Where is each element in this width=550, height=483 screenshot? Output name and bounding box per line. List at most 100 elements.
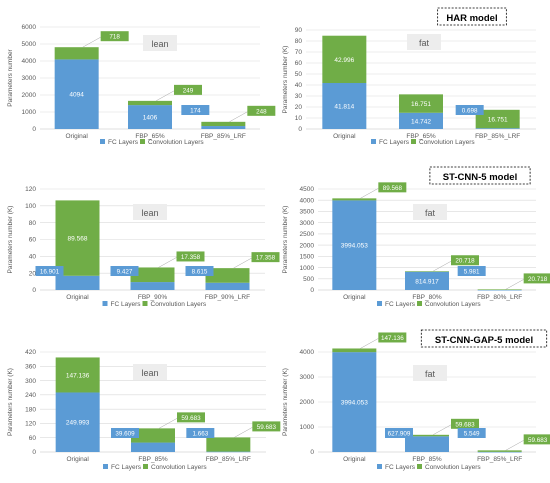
legend-label-conv: Convolution Layers: [151, 301, 207, 308]
data-label-box-conv: [100, 31, 129, 42]
legend-label-fc: FC Layers: [111, 301, 142, 308]
model-title-box: [420, 329, 548, 348]
legend-swatch-fc: [100, 139, 105, 144]
legend-label-fc: FC Layers: [111, 464, 142, 471]
data-label-box-conv: [174, 84, 202, 95]
y-tick-label: 2000: [22, 92, 37, 99]
bar-convolution-layers: [405, 434, 449, 437]
bar-fc-layers: [332, 352, 377, 452]
x-tick-label: FBP_85%_LRF: [475, 133, 520, 140]
data-label-conv: 17.358: [181, 254, 201, 261]
data-label-box-fc: [111, 428, 139, 438]
legend-swatch-fc: [377, 464, 382, 469]
y-tick-label: 0: [310, 287, 314, 294]
legend-swatch-fc: [103, 464, 108, 469]
y-tick-label: 300: [25, 378, 36, 385]
bar-fc-layers: [54, 59, 99, 129]
data-label-box-fc: [185, 266, 214, 276]
y-tick-label: 30: [295, 93, 303, 100]
bar-convolution-layers: [475, 109, 520, 129]
model-title-box: [437, 7, 507, 26]
data-label-conv: 89.568: [383, 185, 403, 192]
data-label-conv: 59.683: [181, 415, 201, 422]
x-tick-label: Original: [66, 294, 89, 301]
data-label-fc: 174: [190, 108, 201, 115]
model-title: ST-CNN-5 model: [443, 172, 517, 183]
bar-convolution-layers: [332, 348, 377, 353]
data-label-conv: 718: [109, 34, 120, 41]
y-tick-label: 40: [295, 82, 303, 89]
data-label-fc: 0.698: [462, 108, 478, 115]
legend-label-conv: Convolution Layers: [425, 464, 481, 471]
data-label-box-fc: [385, 428, 413, 438]
badge-label: fat: [425, 369, 436, 379]
y-tick-label: 180: [25, 406, 36, 413]
data-label-box-fc: [186, 428, 215, 438]
bar-fc-layers: [205, 282, 250, 290]
bar-fc-layers: [55, 275, 100, 290]
x-tick-label: FBP_65%: [135, 133, 164, 140]
x-tick-label: FBP_90%: [138, 294, 167, 301]
data-label-box-conv: [523, 273, 550, 284]
legend-swatch-conv: [411, 139, 416, 144]
chart-panel: 0 10 20 30 40 50 60 70 80 90 Parameters number (K)…: [282, 7, 536, 146]
y-tick-label: 1000: [22, 109, 37, 116]
bar-convolution-layers: [206, 437, 251, 452]
badge-label: fat: [425, 208, 436, 218]
x-tick-label: Original: [65, 133, 88, 140]
leader-line: [82, 36, 101, 48]
data-label-conv: 147.136: [381, 335, 404, 342]
bar-fc-layers: [477, 289, 522, 291]
bar-fc-layers: [399, 112, 443, 129]
y-tick-label: 0: [32, 126, 36, 133]
bar-fc-layers: [405, 436, 449, 452]
data-label-fc: 9.427: [117, 269, 133, 276]
data-label-fc: 4094: [69, 92, 84, 99]
y-tick-label: 2500: [300, 231, 315, 238]
bar-fc-layers: [332, 200, 377, 290]
model-title: ST-CNN-GAP-5 model: [435, 335, 533, 346]
badge-bg: [133, 364, 167, 380]
legend-swatch-fc: [102, 301, 108, 306]
legend-label-fc: FC Layers: [385, 464, 416, 471]
x-tick-label: FBP_90%_LRF: [205, 294, 250, 301]
bar-fc-layers: [405, 271, 449, 290]
legend-swatch-conv: [417, 464, 422, 469]
leader-line: [505, 279, 524, 290]
bar-convolution-layers: [55, 357, 100, 393]
bar-fc-layers: [55, 392, 100, 452]
leader-line: [158, 418, 178, 429]
y-axis-label: Parameters number (K): [7, 368, 14, 436]
data-label-fc: 5.981: [464, 269, 480, 276]
y-tick-label: 4500: [300, 186, 315, 193]
x-tick-label: Original: [333, 133, 356, 140]
leader-line: [234, 427, 253, 438]
data-label-box-fc: [457, 428, 486, 438]
legend-label-conv: Convolution Layers: [419, 139, 475, 146]
legend-label-fc: FC Layers: [379, 139, 410, 146]
badge-label: lean: [141, 208, 158, 218]
y-tick-label: 3000: [300, 374, 315, 381]
x-tick-label: Original: [343, 294, 366, 301]
data-label-fc: 249.993: [66, 420, 90, 427]
y-tick-label: 20: [295, 104, 303, 111]
badge-bg: [133, 204, 167, 220]
chart-panel: 0 20 40 60 80 100 120 Parameters number (K) Orig…: [7, 186, 280, 308]
y-tick-label: 500: [303, 276, 314, 283]
y-tick-label: 20: [29, 270, 37, 277]
y-tick-label: 6000: [22, 24, 37, 31]
bar-convolution-layers: [322, 35, 367, 84]
legend-swatch-conv: [140, 139, 145, 144]
data-label-box-fc: [457, 266, 486, 276]
y-tick-label: 60: [29, 435, 37, 442]
x-tick-label: FBP_85%_LRF: [206, 456, 251, 463]
model-title: HAR model: [446, 13, 497, 24]
data-label-box-fc: [181, 105, 210, 115]
data-label-box-fc: [35, 266, 64, 276]
x-tick-label: FBP_80%: [412, 294, 441, 301]
y-axis-label: Parameters number (K): [282, 206, 289, 274]
bar-fc-layers: [206, 451, 251, 453]
y-tick-label: 420: [25, 349, 36, 356]
y-axis-label: Parameters number (K): [282, 46, 289, 114]
